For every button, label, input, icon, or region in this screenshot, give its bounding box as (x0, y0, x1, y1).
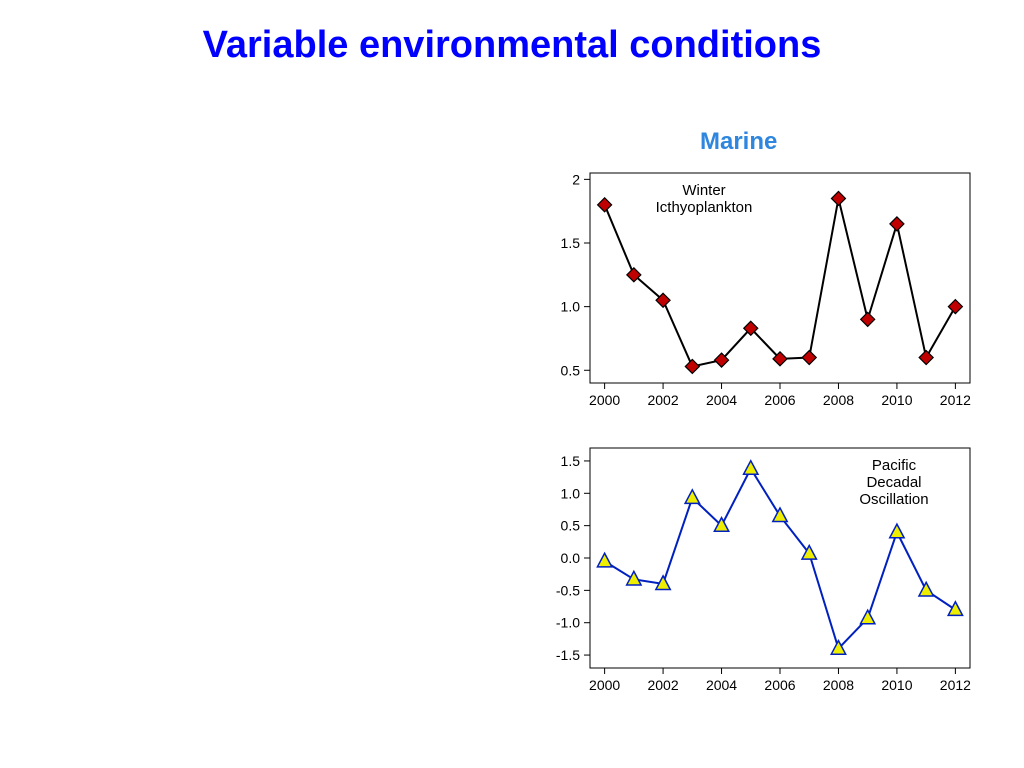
svg-text:0.0: 0.0 (561, 550, 581, 566)
svg-text:2000: 2000 (589, 392, 620, 408)
svg-text:2012: 2012 (940, 392, 971, 408)
svg-text:2006: 2006 (764, 392, 795, 408)
section-title-marine: Marine (700, 128, 777, 156)
svg-text:1.0: 1.0 (561, 485, 581, 501)
svg-text:2002: 2002 (647, 677, 678, 693)
svg-text:2010: 2010 (881, 392, 912, 408)
svg-text:2008: 2008 (823, 677, 854, 693)
svg-text:2010: 2010 (881, 677, 912, 693)
chart-pacific-decadal-oscillation: -1.5 -1.0 -0.5 0.0 0.5 1.0 1.5 2000 2002 2004 2006… (540, 440, 980, 715)
svg-text:2: 2 (572, 171, 580, 187)
page-title: Variable environmental conditions (0, 24, 1024, 67)
svg-text:1.5: 1.5 (561, 453, 581, 469)
svg-text:WinterIcthyoplankton: WinterIcthyoplankton (656, 182, 753, 216)
svg-text:2002: 2002 (647, 392, 678, 408)
svg-text:1.5: 1.5 (561, 235, 581, 251)
svg-text:2006: 2006 (764, 677, 795, 693)
svg-text:2004: 2004 (706, 392, 737, 408)
svg-text:2008: 2008 (823, 392, 854, 408)
svg-text:0.5: 0.5 (561, 362, 581, 378)
svg-text:2012: 2012 (940, 677, 971, 693)
svg-text:PacificDecadalOscillation: PacificDecadalOscillation (859, 457, 928, 508)
svg-text:-0.5: -0.5 (556, 582, 580, 598)
svg-text:1.0: 1.0 (561, 299, 581, 315)
svg-text:0.5: 0.5 (561, 518, 581, 534)
svg-text:-1.5: -1.5 (556, 647, 580, 663)
svg-text:2000: 2000 (589, 677, 620, 693)
svg-text:-1.0: -1.0 (556, 615, 580, 631)
chart-winter-icthyoplankton: 0.5 1.0 1.5 2 2000 2002 2004 2006 2008 2010 2012 Wi… (540, 165, 980, 430)
svg-text:2004: 2004 (706, 677, 737, 693)
